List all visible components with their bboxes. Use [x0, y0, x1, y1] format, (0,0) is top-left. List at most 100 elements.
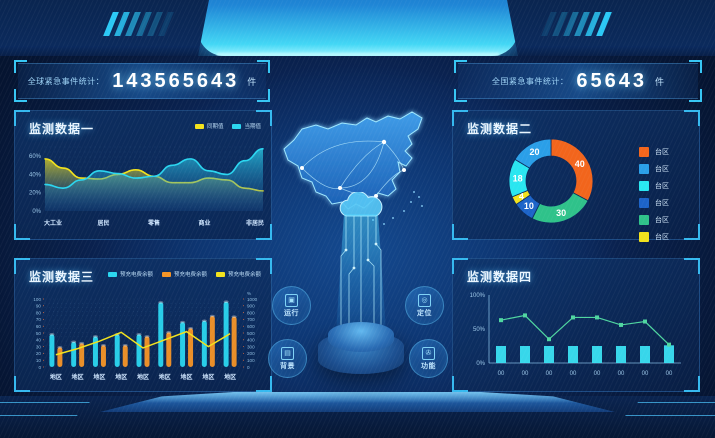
legend-label: 台区 — [655, 149, 669, 156]
svg-text:50%: 50% — [473, 327, 486, 333]
svg-text:非居民: 非居民 — [246, 219, 264, 227]
svg-text:地区: 地区 — [115, 373, 127, 381]
svg-text:18: 18 — [513, 173, 523, 183]
svg-text:50: 50 — [36, 331, 42, 336]
svg-text:地区: 地区 — [181, 373, 193, 381]
legend-swatch — [639, 181, 649, 191]
bracket-icon — [257, 60, 270, 73]
bracket-icon — [14, 89, 27, 102]
global-stat-value: 143565643 — [112, 69, 240, 92]
svg-text:地区: 地区 — [50, 373, 62, 381]
svg-text:100: 100 — [247, 358, 255, 363]
svg-text:10: 10 — [36, 358, 42, 363]
svg-text:30: 30 — [556, 208, 566, 218]
panel3-bar-chart: 0102030405060708090100010020030040050060… — [33, 291, 258, 381]
svg-text:600: 600 — [247, 324, 255, 329]
legend-item: 台区 — [639, 181, 669, 191]
svg-text:大工业: 大工业 — [44, 219, 62, 227]
legend-item: 台区 — [639, 215, 669, 225]
legend-label: 台区 — [655, 166, 669, 173]
svg-text:400: 400 — [247, 338, 255, 343]
legend-swatch — [639, 147, 649, 157]
svg-text:地区: 地区 — [202, 373, 214, 381]
global-stat-label: 全球紧急事件统计： — [27, 76, 105, 86]
header-banner — [198, 0, 518, 56]
svg-text:00: 00 — [666, 371, 673, 377]
svg-text:地区: 地区 — [224, 373, 236, 381]
legend-item: 台区 — [639, 147, 669, 157]
svg-text:20: 20 — [36, 351, 42, 356]
svg-text:00: 00 — [594, 371, 601, 377]
svg-text:地区: 地区 — [159, 373, 171, 381]
legend-item: 台区 — [639, 198, 669, 208]
header-stripes-left — [103, 12, 174, 36]
global-stat-banner: 全球紧急事件统计： 143565643 件 — [14, 60, 270, 102]
center-stage: ▣ 运行 ▤ 背景 ◎ 定位 ✇ 功能 — [268, 96, 448, 396]
svg-text:地区: 地区 — [72, 373, 84, 381]
panel4-bar-line-chart: 0% 50% 100% 00 00 00 00 00 00 00 00 — [470, 293, 681, 377]
header-stripes-right — [541, 12, 612, 36]
control-button-locate[interactable]: ◎ 定位 — [405, 286, 444, 325]
control-button-run[interactable]: ▣ 运行 — [272, 286, 311, 325]
svg-text:00: 00 — [522, 371, 529, 377]
control-button-background[interactable]: ▤ 背景 — [268, 339, 307, 378]
panel1-axis-labels: 0% 20% 40% 60% 大工业 居民 零售 商业 非居民 — [29, 154, 264, 227]
svg-text:商业: 商业 — [198, 219, 210, 227]
svg-text:0%: 0% — [476, 361, 485, 367]
svg-text:00: 00 — [570, 371, 577, 377]
panel-monitoring-data-three: 监测数据三 预充电费余额 预充电费余额 预充电费余额 0 10 20 30 40 50 60 70… — [14, 258, 272, 392]
svg-text:0: 0 — [38, 365, 41, 370]
circuit-traces — [340, 216, 382, 328]
svg-text:100%: 100% — [470, 293, 486, 299]
function-icon: ✇ — [422, 346, 435, 360]
control-button-function[interactable]: ✇ 功能 — [409, 339, 448, 378]
legend-item: 台区 — [639, 164, 669, 174]
svg-text:居民: 居民 — [97, 219, 109, 227]
svg-text:60%: 60% — [29, 154, 42, 160]
svg-text:200: 200 — [247, 351, 255, 356]
national-stat-unit: 件 — [655, 76, 665, 87]
legend-swatch — [639, 164, 649, 174]
svg-text:900: 900 — [247, 304, 255, 309]
svg-text:60: 60 — [36, 324, 42, 329]
svg-text:100: 100 — [33, 297, 41, 302]
bottom-corner-tab-left — [0, 402, 90, 416]
svg-text:00: 00 — [498, 371, 505, 377]
svg-text:20: 20 — [529, 147, 539, 157]
svg-text:0%: 0% — [32, 209, 41, 215]
svg-text:700: 700 — [247, 317, 255, 322]
national-stat-banner: 全国紧急事件统计： 65643 件 — [454, 60, 702, 102]
svg-text:800: 800 — [247, 310, 255, 315]
hologram-pedestal-top — [328, 322, 394, 352]
legend-label: 台区 — [655, 217, 669, 224]
global-stat-unit: 件 — [247, 76, 257, 87]
bracket-icon — [454, 60, 467, 73]
locate-icon: ◎ — [418, 293, 431, 307]
svg-text:地区: 地区 — [93, 373, 105, 381]
svg-text:20%: 20% — [29, 191, 42, 197]
svg-text:70: 70 — [36, 317, 42, 322]
svg-text:1000: 1000 — [247, 297, 258, 302]
national-stat-value: 65643 — [576, 69, 648, 92]
panel-monitoring-data-four: 监测数据四 0% 50% 100% 00 00 00 00 00 00 00 00 — [452, 258, 700, 392]
svg-text:地区: 地区 — [137, 373, 149, 381]
bracket-icon — [257, 89, 270, 102]
svg-text:00: 00 — [642, 371, 649, 377]
svg-text:10: 10 — [524, 201, 534, 211]
panel2-legend: 台区 台区 台区 台区 台区 台区 — [639, 147, 669, 242]
svg-text:0: 0 — [247, 365, 250, 370]
bracket-icon — [689, 60, 702, 73]
control-button-background-label: 背景 — [280, 362, 295, 370]
svg-text:30: 30 — [36, 344, 42, 349]
panel-monitoring-data-two: 监测数据二 40 30 10 4 18 20 台区 台区 台区 台区 台区 台区 — [452, 110, 700, 242]
control-button-locate-label: 定位 — [417, 309, 432, 317]
control-button-run-label: 运行 — [284, 309, 299, 317]
svg-text:40%: 40% — [29, 172, 42, 178]
legend-item: 台区 — [639, 232, 669, 242]
panel-monitoring-data-one: 监测数据一 同期值 当期值 0% 20% 40% 60% 大工业 居民 零售 商业 非居民 — [14, 110, 272, 240]
legend-swatch — [639, 232, 649, 242]
svg-text:500: 500 — [247, 331, 255, 336]
legend-label: 台区 — [655, 200, 669, 207]
svg-text:00: 00 — [546, 371, 553, 377]
